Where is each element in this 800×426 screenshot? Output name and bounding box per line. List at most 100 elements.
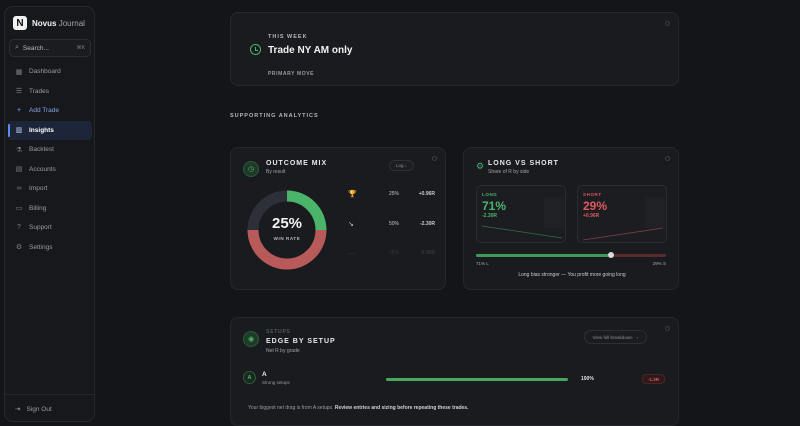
short-sparkline <box>582 198 665 241</box>
long-short-subtitle: Share of R by side <box>488 169 530 175</box>
flask-icon: ⚗ <box>15 146 23 154</box>
target-icon: ◉ <box>243 331 259 347</box>
grade-share-bar <box>386 378 568 381</box>
long-short-split-bar <box>476 254 666 257</box>
long-pct: 71% <box>482 199 507 213</box>
outcome-row-breakeven: — 25% -0.00R <box>348 247 438 259</box>
sign-out-label: Sign Out <box>26 405 52 413</box>
outcome-subtitle: By result <box>266 169 286 175</box>
sidebar-item-import[interactable]: ∞ Import <box>8 179 92 199</box>
week-subtitle: PRIMARY MOVE <box>268 71 315 77</box>
clock-icon: ◷ <box>243 161 259 177</box>
search-icon: ⌕ <box>15 44 19 51</box>
sidebar-item-support[interactable]: ? Support <box>8 218 92 238</box>
brand[interactable]: N Novus Journal <box>13 16 85 30</box>
section-label: SUPPORTING ANALYTICS <box>230 113 319 119</box>
long-short-note: Long bias stronger — You profit more goi… <box>518 272 626 278</box>
sidebar-item-label: Settings <box>29 243 53 251</box>
card-icon: ▭ <box>15 205 23 213</box>
win-rate-value: 25% <box>271 215 303 232</box>
gear-icon: ⚙ <box>476 161 485 171</box>
grade-name: A <box>262 371 267 378</box>
edge-note-text: Your biggest net drag is from A setups. <box>248 405 334 411</box>
chevron-right-icon: › <box>636 334 639 340</box>
help-icon: ? <box>17 224 21 232</box>
view-breakdown-button[interactable]: View full breakdown › <box>583 330 647 344</box>
search-placeholder: Search... <box>22 44 49 52</box>
outcome-title: OUTCOME MIX <box>266 160 328 167</box>
short-label: SHORT <box>583 192 602 197</box>
sign-out-button[interactable]: ⇥ Sign Out <box>15 405 52 414</box>
edge-eyebrow: SETUPS <box>266 329 291 335</box>
link-icon: ∞ <box>16 185 22 193</box>
list-icon: ☰ <box>15 88 23 96</box>
outcome-row-r: -2.30R <box>419 221 435 227</box>
sidebar-item-label: Dashboard <box>29 68 61 76</box>
sidebar-item-label: Accounts <box>29 165 56 173</box>
outcome-row-win: 🏆 25% +0.96R <box>348 188 438 200</box>
card-menu-icon[interactable] <box>665 326 670 331</box>
sidebar-item-dashboard[interactable]: ▦ Dashboard <box>8 62 92 82</box>
outcome-row-pct: 25% <box>389 250 400 256</box>
split-right-label: 29% S <box>652 261 666 266</box>
long-r: -2.30R <box>482 213 498 219</box>
brand-name: Novus <box>32 18 57 28</box>
grade-share-fill <box>386 378 568 381</box>
short-r: +0.96R <box>583 213 600 219</box>
grade-share-pct: 100% <box>581 376 594 382</box>
view-breakdown-label: View full breakdown <box>592 334 633 340</box>
minus-icon: — <box>348 249 355 257</box>
grade-badge: A <box>243 371 256 384</box>
donut-segment-loss <box>247 229 327 270</box>
grade-subtitle: Strong setups <box>262 380 290 385</box>
trophy-icon: 🏆 <box>348 191 357 198</box>
sidebar-item-insights[interactable]: ▥ Insights <box>8 120 92 140</box>
long-share-fill <box>476 254 611 257</box>
gear-icon: ⚙ <box>15 244 23 252</box>
card-menu-icon[interactable] <box>665 21 670 26</box>
edge-by-setup-card: ◉ SETUPS EDGE BY SETUP Net R by grade Vi… <box>230 317 679 426</box>
sidebar-item-trades[interactable]: ☰ Trades <box>8 82 92 102</box>
sidebar-item-settings[interactable]: ⚙ Settings <box>8 238 92 258</box>
outcome-donut-chart <box>247 190 327 270</box>
sidebar-item-label: Billing <box>29 204 47 212</box>
grade-net-r-badge: -1.3R <box>641 374 665 384</box>
week-eyebrow: THIS WEEK <box>268 34 308 40</box>
sidebar-item-backtest[interactable]: ⚗ Backtest <box>8 140 92 160</box>
sidebar-item-billing[interactable]: ▭ Billing <box>8 199 92 219</box>
outcome-row-pct: 50% <box>389 221 400 227</box>
sidebar-item-add-trade[interactable]: + Add Trade <box>8 101 92 121</box>
sidebar-item-label: Import <box>29 185 48 193</box>
long-label: LONG <box>482 192 498 197</box>
sign-out-icon: ⇥ <box>15 406 21 413</box>
donut-segment-breakeven <box>247 190 288 231</box>
outcome-row-r: +0.96R <box>418 191 435 197</box>
card-menu-icon[interactable] <box>432 156 437 161</box>
sidebar-item-label: Support <box>29 224 52 232</box>
outcome-row-pct: 25% <box>389 191 400 197</box>
win-rate-label: WIN RATE <box>273 236 301 241</box>
sidebar: N Novus Journal ⌕ Search... ⌘K ▦ Dashboa… <box>4 6 95 422</box>
edge-subtitle: Net R by grade <box>266 348 300 354</box>
brand-logo: N <box>13 16 27 30</box>
this-week-card: THIS WEEK Trade NY AM only PRIMARY MOVE <box>230 12 679 86</box>
long-sparkline <box>481 198 564 239</box>
wallet-icon: ▤ <box>15 166 23 174</box>
outcome-row-loss: ↘ 50% -2.30R <box>348 218 438 230</box>
outcome-scale-toggle[interactable]: Log ↓ <box>389 160 415 171</box>
edge-note: Your biggest net drag is from A setups. … <box>248 405 468 411</box>
card-menu-icon[interactable] <box>665 156 670 161</box>
sidebar-item-label: Backtest <box>29 146 54 154</box>
long-vs-short-card: ⚙ LONG VS SHORT Share of R by side LONG … <box>463 147 679 290</box>
sidebar-divider <box>5 394 94 395</box>
sidebar-item-accounts[interactable]: ▤ Accounts <box>8 160 92 180</box>
grid-icon: ▦ <box>15 68 23 76</box>
donut-segment-win <box>286 190 327 231</box>
plus-icon: + <box>16 107 22 115</box>
search-input[interactable]: ⌕ Search... ⌘K <box>9 39 91 57</box>
edge-title: EDGE BY SETUP <box>266 338 336 345</box>
search-shortcut: ⌘K <box>76 45 85 51</box>
split-left-label: 71% L <box>476 261 489 266</box>
sidebar-item-label: Trades <box>29 87 49 95</box>
long-short-title: LONG VS SHORT <box>488 160 559 167</box>
